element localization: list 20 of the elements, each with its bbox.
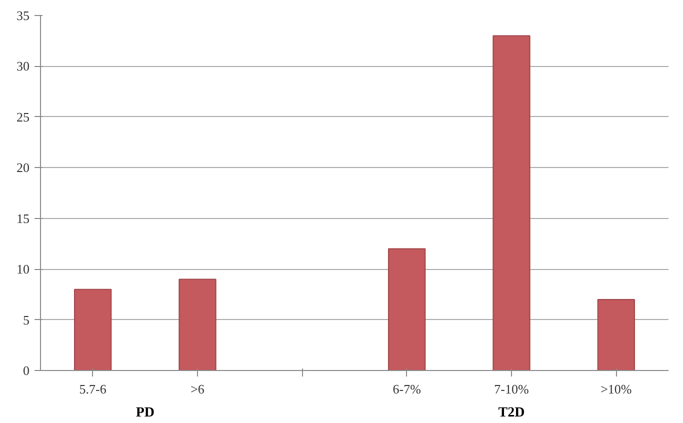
- y-tick-label: 35: [16, 8, 30, 23]
- y-tick-label: 15: [16, 210, 30, 226]
- y-tick-label: 30: [16, 58, 30, 74]
- x-tick-label: 5.7-6: [79, 382, 107, 396]
- y-tick-label: 10: [16, 262, 30, 277]
- bar: [492, 35, 530, 370]
- bar: [597, 299, 635, 370]
- y-tick-label: 0: [23, 363, 30, 378]
- bar: [178, 278, 216, 370]
- bar: [74, 288, 112, 370]
- x-tick-label: >6: [190, 382, 205, 396]
- x-tick-label: 7-10%: [494, 382, 529, 396]
- bar: [388, 248, 426, 370]
- y-tick-label: 25: [16, 109, 30, 124]
- text: T2D: [498, 406, 525, 420]
- text: PD: [136, 406, 155, 420]
- x-tick-label: >10%: [600, 382, 632, 396]
- y-tick-label: 5: [23, 312, 30, 328]
- y-tick-label: 20: [16, 160, 30, 176]
- x-tick-label: 6-7%: [392, 382, 422, 396]
